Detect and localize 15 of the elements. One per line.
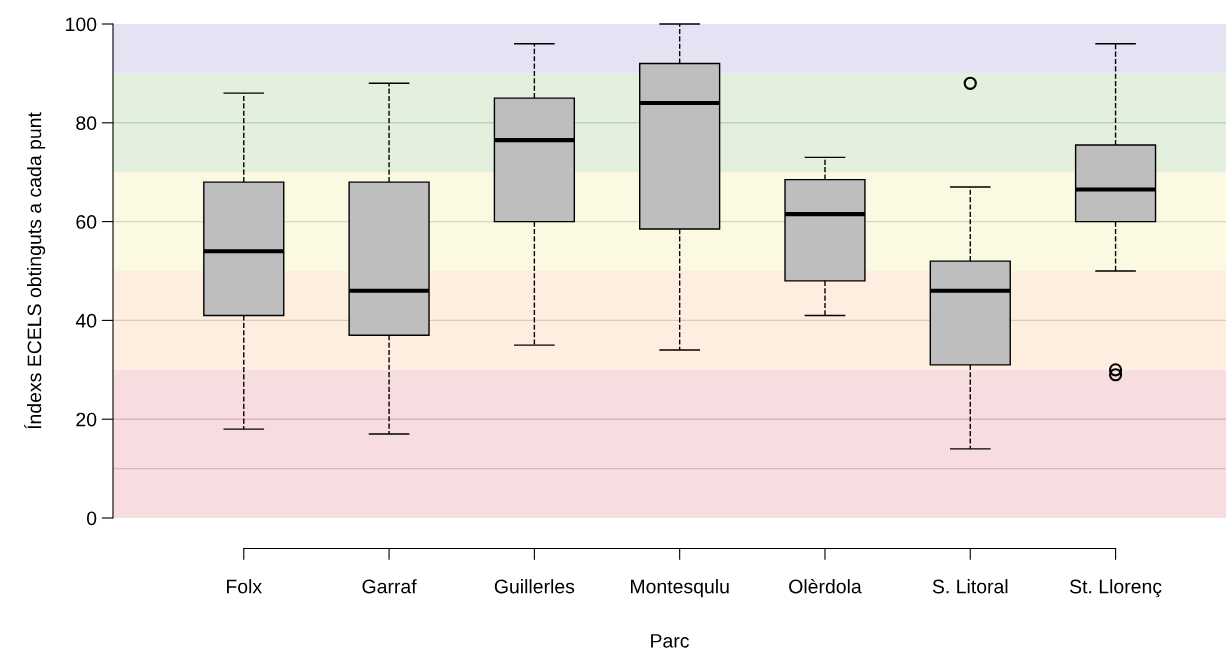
y-tick-label: 20 (76, 412, 97, 427)
x-tick-label: S. Litoral (932, 579, 1008, 594)
y-axis-title: Índexs ECELS obtinguts a cada punt (24, 112, 46, 429)
x-tick-label: St. Llorenç (1069, 579, 1162, 598)
x-tick-label: Olèrdola (789, 578, 862, 594)
x-tick-label: Garraf (362, 579, 417, 594)
x-tick-label: Folx (227, 579, 262, 594)
y-tick-label: 0 (86, 511, 97, 526)
x-axis-title: Parc (651, 634, 689, 648)
y-tick-label: 40 (75, 313, 97, 328)
x-tick-label: Guillerles (494, 579, 575, 594)
x-tick-label: Montesqulu (631, 579, 729, 598)
y-tick-label: 60 (76, 215, 97, 229)
y-tick-label: 100 (66, 17, 97, 32)
y-tick-label: 80 (76, 116, 97, 131)
